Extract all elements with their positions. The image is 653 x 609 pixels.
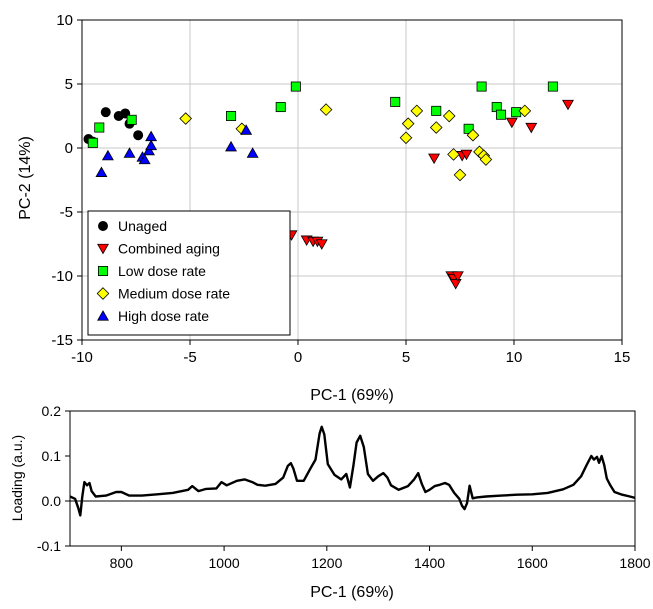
loading-x-tick-label: 1200 [311, 555, 342, 571]
scatter-y-tick-label: -5 [60, 204, 73, 221]
data-point [401, 117, 415, 130]
data-point [100, 107, 111, 118]
scatter-x-tick-label: 10 [506, 349, 523, 366]
legend-label: Medium dose rate [118, 286, 230, 302]
scatter-x-tick-label: 5 [402, 349, 410, 366]
data-point [319, 103, 333, 116]
data-point [95, 166, 108, 177]
legend-label: Combined aging [118, 241, 220, 257]
data-point [290, 81, 301, 92]
data-point [479, 153, 493, 166]
data-point [179, 112, 192, 125]
series-low-dose-rate [87, 81, 558, 148]
loading-y-tick-label: 0.0 [42, 493, 62, 509]
scatter-x-tick-label: 15 [614, 349, 631, 366]
data-point [315, 239, 328, 250]
data-point [466, 128, 480, 142]
loading-series-line [69, 425, 636, 517]
series-medium-dose-rate [179, 103, 532, 182]
data-point [547, 81, 558, 92]
data-point [431, 105, 442, 116]
data-point [453, 168, 467, 182]
legend-marker [97, 243, 109, 255]
data-point [511, 107, 522, 118]
loading-x-tick-label: 1800 [619, 555, 650, 571]
scatter-x-tick-label: -5 [183, 349, 196, 366]
loading-x-axis-label: PC-1 (69%) [310, 584, 394, 601]
data-point [496, 109, 507, 120]
loading-x-tick-label: 1400 [414, 555, 445, 571]
loading-y-tick-label: -0.1 [37, 538, 61, 554]
scatter-y-tick-label: 10 [56, 12, 73, 29]
data-point [410, 104, 424, 118]
data-point [525, 122, 538, 134]
series-high-dose-rate [95, 124, 259, 177]
scatter-x-axis-label: PC-1 (69%) [310, 387, 394, 404]
data-point [142, 144, 155, 156]
data-point [87, 137, 98, 148]
data-point [442, 109, 456, 123]
data-point [399, 131, 413, 145]
data-point [123, 147, 136, 158]
scatter-y-tick-label: 5 [65, 76, 73, 93]
data-point [126, 114, 137, 125]
data-point [460, 149, 473, 161]
scatter-legend: Unaged Combined aging Low dose rate Medium … [87, 210, 291, 336]
legend-label: High dose rate [118, 308, 209, 324]
data-point [449, 279, 462, 290]
data-point [225, 140, 238, 152]
data-point [562, 99, 574, 111]
legend-box [87, 210, 291, 336]
legend-marker [98, 220, 109, 231]
data-point [428, 153, 441, 165]
scatter-plot-frame [81, 19, 623, 341]
data-point [275, 102, 286, 113]
data-point [429, 121, 443, 134]
loading-x-tick-label: 1600 [517, 555, 548, 571]
data-point [138, 153, 151, 165]
scatter-marks [83, 81, 574, 290]
loading-y-tick-label: 0.2 [42, 403, 62, 419]
loading-y-tick-label: 0.1 [42, 448, 62, 464]
data-point [246, 147, 259, 158]
data-point [133, 130, 144, 141]
legend-label: Unaged [118, 218, 167, 234]
legend-marker [97, 310, 109, 321]
loading-y-axis-label: Loading (a.u.) [9, 435, 25, 521]
loading-x-tick-label: 800 [110, 555, 134, 571]
legend-marker [96, 287, 110, 300]
data-point [240, 124, 253, 135]
data-point [390, 96, 401, 107]
loading-chart: 800 1000 1200 1400 1600 1800 -0.1 0.0 0.1 0.2 PC-… [9, 403, 651, 601]
scatter-x-tick-label: 0 [294, 349, 302, 366]
data-point [476, 81, 487, 92]
data-point [505, 117, 518, 129]
loading-ticks: 800 1000 1200 1400 1600 1800 -0.1 0.0 0.1 0.2 [37, 403, 651, 571]
data-point [145, 139, 158, 151]
data-point [101, 149, 114, 161]
data-point [451, 271, 464, 282]
scatter-y-tick-label: 0 [65, 140, 73, 157]
loading-x-tick-label: 1000 [209, 555, 240, 571]
data-point [94, 122, 105, 133]
legend-marker [98, 265, 109, 276]
scatter-y-tick-label: -10 [51, 268, 73, 285]
scatter-y-tick-label: -15 [51, 332, 73, 349]
scatter-y-axis-label: PC-2 (14%) [17, 136, 34, 220]
legend-label: Low dose rate [118, 263, 206, 279]
data-point [518, 104, 532, 118]
data-point [447, 148, 460, 161]
data-point [226, 111, 237, 122]
scatter-x-tick-label: -10 [71, 349, 93, 366]
